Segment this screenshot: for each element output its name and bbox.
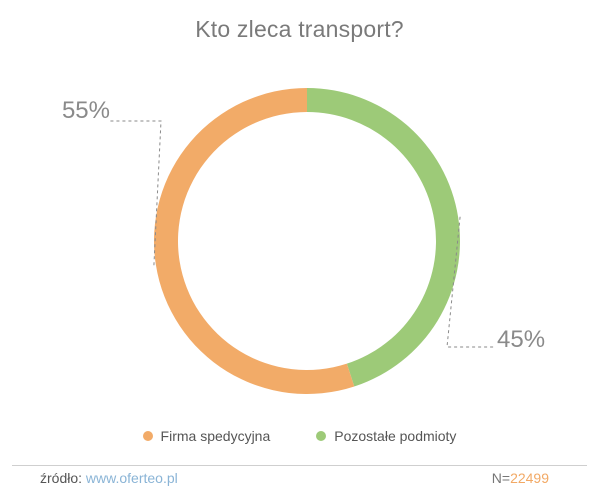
sample-size: N=22499 xyxy=(492,470,549,486)
leader-line-pozostale-podmioty xyxy=(446,216,496,348)
sample-size-value: 22499 xyxy=(510,470,549,486)
legend-label-firma-spedycyjna: Firma spedycyjna xyxy=(160,428,271,444)
footer-divider xyxy=(12,465,587,466)
legend-swatch-firma-spedycyjna xyxy=(142,431,153,441)
legend-item-pozostale-podmioty: Pozostałe podmioty xyxy=(316,428,456,444)
source-note: źródło: www.oferteo.pl xyxy=(40,470,178,486)
legend-label-pozostale-podmioty: Pozostałe podmioty xyxy=(334,428,457,444)
slice-pozostale-podmioty xyxy=(307,88,461,387)
data-label-firma-spedycyjna: 55% xyxy=(62,97,110,124)
legend-item-firma-spedycyjna: Firma spedycyjna xyxy=(142,428,271,444)
legend: Firma spedycyjna Pozostałe podmioty xyxy=(0,428,599,444)
slice-firma-spedycyjna xyxy=(154,88,355,394)
data-label-pozostale-podmioty: 45% xyxy=(497,326,545,353)
sample-size-label: N= xyxy=(491,470,511,486)
donut-chart: 45% 55% xyxy=(62,88,545,394)
leader-line-firma-spedycyjna xyxy=(110,120,162,266)
source-link[interactable]: www.oferteo.pl xyxy=(85,470,178,486)
chart-title: Kto zleca transport? xyxy=(195,16,404,42)
legend-swatch-pozostale-podmioty xyxy=(316,431,327,441)
source-label: źródło: xyxy=(40,470,83,486)
